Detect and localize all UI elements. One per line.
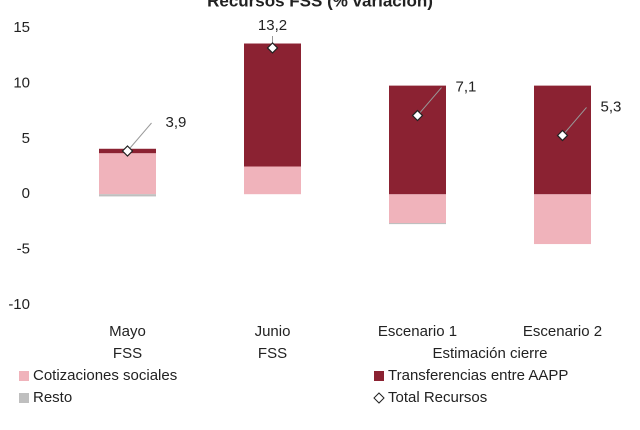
bar-segment [389, 223, 446, 225]
y-tick-label: -10 [8, 296, 30, 313]
y-tick-label: -5 [17, 241, 30, 258]
bar-segment [99, 194, 156, 197]
leader-line [562, 107, 587, 136]
leader-line [417, 87, 442, 116]
total-marker [266, 42, 279, 54]
legend-swatch [373, 392, 385, 404]
x-tick-label: FSS [258, 345, 287, 362]
leader-line [127, 122, 152, 152]
x-tick-label: Escenario 2 [523, 323, 602, 340]
x-tick-label: Mayo [109, 323, 146, 340]
x-tick-label: FSS [113, 345, 142, 362]
legend-swatch [19, 393, 29, 403]
y-tick-label: 15 [13, 19, 30, 36]
bar-segment [244, 43, 301, 167]
bar-segment [244, 166, 301, 195]
total-marker [556, 129, 569, 142]
group-label: Estimación cierre [432, 345, 547, 362]
data-label: 13,2 [258, 17, 287, 34]
data-label: 5,3 [601, 98, 622, 115]
bar-segment [99, 153, 156, 195]
y-tick-label: 5 [22, 130, 30, 147]
data-label: 3,9 [166, 114, 187, 131]
bar-segment [389, 85, 446, 195]
legend-label: Total Recursos [388, 389, 487, 406]
legend-label: Resto [33, 389, 72, 406]
legend-swatch [19, 371, 29, 381]
y-tick-label: 10 [13, 74, 30, 91]
x-tick-label: Junio [255, 323, 291, 340]
chart-title: Recursos FSS (% variación) [207, 0, 433, 10]
x-tick-label: Escenario 1 [378, 323, 457, 340]
legend-label: Cotizaciones sociales [33, 367, 177, 384]
bar-segment [534, 194, 591, 245]
total-marker [121, 145, 134, 157]
total-marker [411, 109, 424, 122]
legend-swatch [374, 371, 384, 381]
y-tick-label: 0 [22, 185, 30, 202]
legend-label: Transferencias entre AAPP [388, 367, 568, 384]
bar-segment [389, 194, 446, 224]
data-label: 7,1 [456, 79, 477, 96]
